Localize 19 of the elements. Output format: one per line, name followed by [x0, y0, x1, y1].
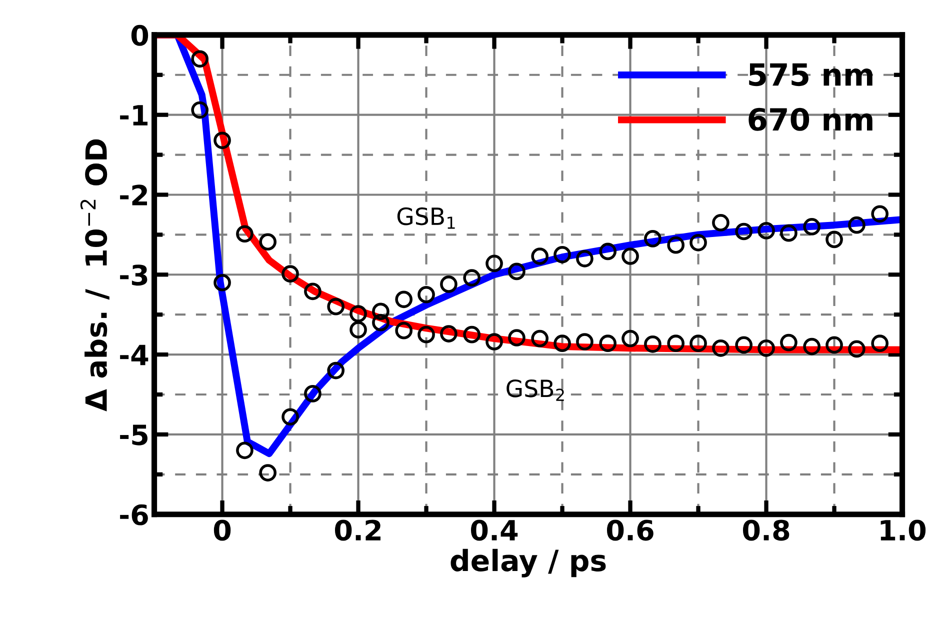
annotation: GSB$_{1}$ [397, 207, 455, 229]
x-tick-label: 0.6 [607, 520, 654, 541]
y-tick-label: -4 [120, 344, 148, 366]
annotation: GSB$_{2}$ [506, 379, 564, 401]
y-tick-label: -5 [120, 424, 148, 446]
legend-label: 575 nm [749, 63, 872, 86]
x-axis-title: delay / ps [450, 548, 606, 578]
y-tick-label: -6 [120, 504, 148, 526]
y-tick-label: -3 [120, 264, 148, 286]
y-tick-label: 0 [131, 24, 148, 46]
y-tick-label: -1 [120, 105, 148, 126]
legend-label: 670 nm [748, 108, 872, 131]
y-axis-title: Δ abs. / 10$^{−2}$ OD [80, 139, 110, 412]
x-tick-label: 0 [214, 520, 231, 541]
x-tick-label: 0.4 [471, 520, 518, 541]
x-tick-label: 1.0 [880, 520, 926, 541]
x-tick-label: 0.8 [743, 520, 790, 541]
x-tick-label: 0.2 [335, 520, 380, 541]
y-tick-label: -2 [120, 184, 147, 206]
